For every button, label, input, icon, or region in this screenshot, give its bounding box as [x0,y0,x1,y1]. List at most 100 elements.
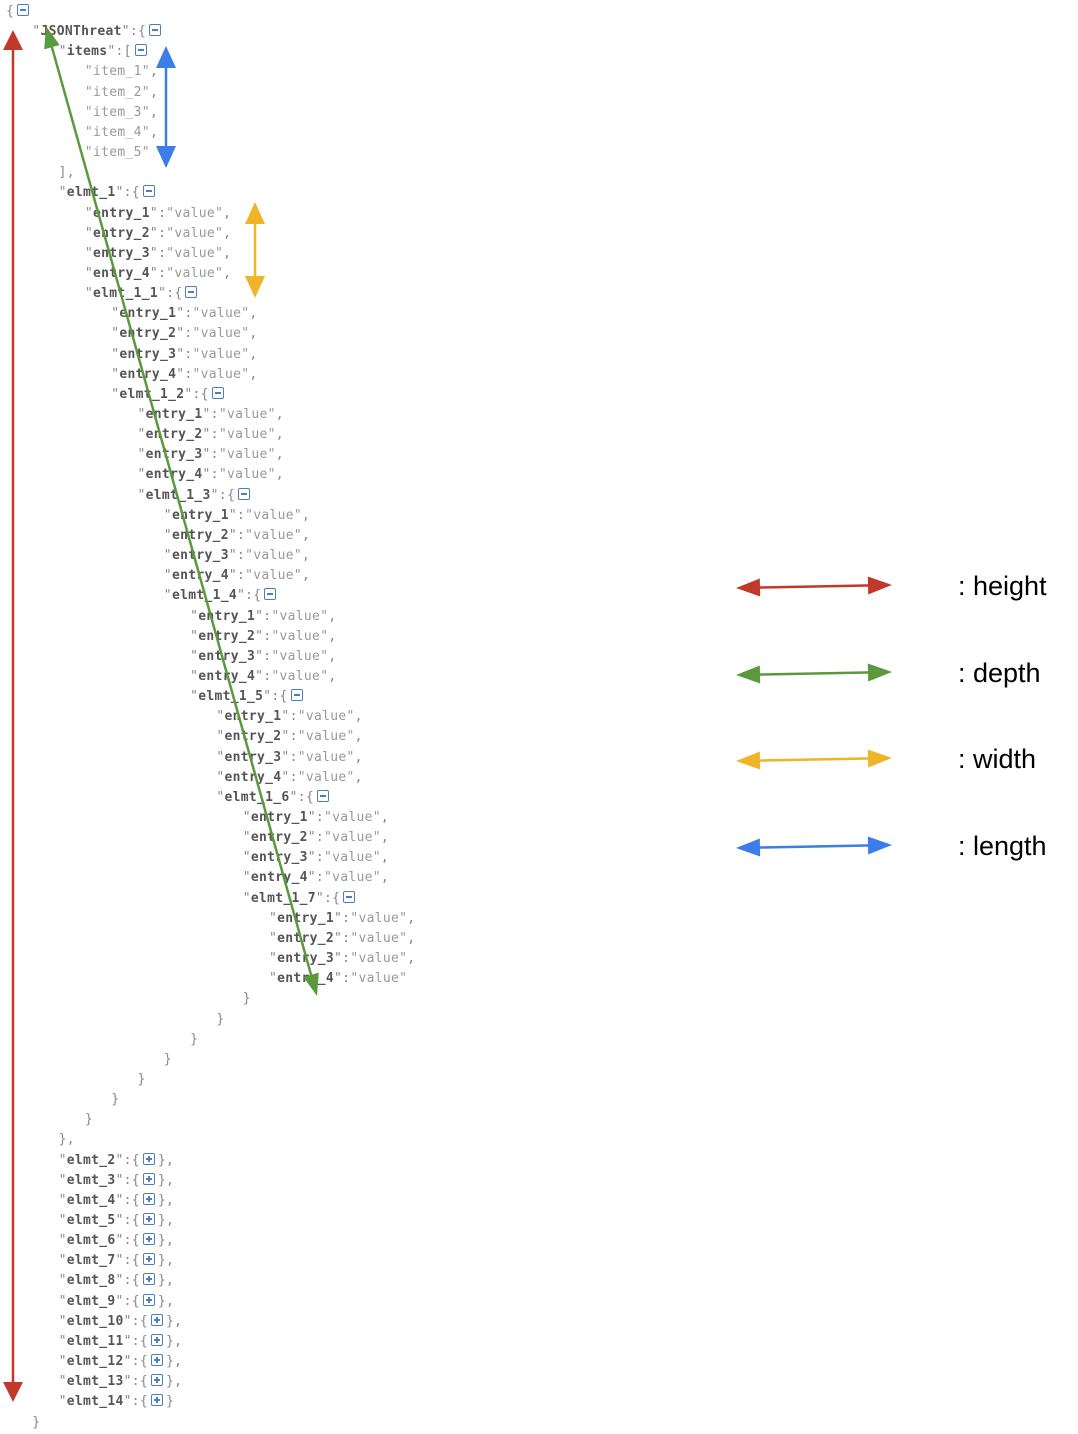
entry-value: value [174,225,215,241]
collapse-toggle-icon[interactable] [343,890,356,903]
json-key: entry_2 [93,225,150,241]
collapsed-element: "elmt_7":{}, [58,1253,175,1269]
collapsed-element: "elmt_11":{}, [58,1333,183,1349]
legend-label-depth: : depth [958,658,1041,688]
item-value: item_3 [93,104,142,120]
expand-toggle-icon[interactable] [151,1313,164,1326]
json-key: entry_3 [145,447,203,463]
collapsed-element: "elmt_12":{}, [58,1354,183,1370]
json-key: entry_4 [93,265,150,281]
collapse-toggle-icon[interactable] [264,588,277,601]
json-key: entry_2 [277,930,335,946]
expand-toggle-icon[interactable] [142,1273,155,1286]
expand-toggle-icon[interactable] [142,1293,155,1306]
json-key: elmt_1_2 [119,386,185,402]
entry-line: "entry_3":"value", [190,648,337,664]
entry-value: value [200,366,242,382]
entry-line: "entry_2":"value", [269,930,416,946]
nested-element-key: "elmt_1_5":{ [190,687,306,707]
json-key: JSONThreat [40,24,122,40]
collapse-toggle-icon[interactable] [134,44,147,57]
entry-value: value [174,205,215,221]
nested-element-key: "elmt_1_2":{ [111,385,227,405]
entry-line: "entry_2":"value", [84,225,232,241]
array-item: "item_2", [84,84,159,100]
expand-toggle-icon[interactable] [142,1152,155,1165]
legend-arrow-depth [736,663,892,684]
length-arrow [156,46,176,168]
entry-line: "entry_2":"value", [163,527,311,543]
entry-value: value [279,608,321,624]
entry-line: "entry_3":"value", [242,850,390,866]
item-value: item_4 [93,124,142,140]
entry-value: value [305,769,347,785]
json-key: elmt_4 [66,1192,116,1208]
json-key: entry_3 [119,346,177,362]
entry-line: "entry_1":"value", [137,407,284,422]
expand-toggle-icon[interactable] [151,1333,164,1346]
json-key: entry_2 [250,830,308,846]
collapse-toggle-icon[interactable] [149,24,162,37]
entry-value: value [200,306,242,322]
expand-toggle-icon[interactable] [142,1253,155,1266]
entry-value: value [226,427,268,443]
entry-line: "entry_1":"value", [84,205,232,221]
entry-value: value [253,507,294,523]
close-brace: } [111,1092,120,1108]
expand-toggle-icon[interactable] [142,1172,155,1185]
entry-value: value [200,346,242,362]
array-item: "item_5" [84,145,150,161]
expand-toggle-icon[interactable] [151,1354,164,1367]
nested-element-key: "elmt_1_1":{ [85,284,201,304]
item-value: item_2 [93,84,142,100]
entry-value: value [253,527,294,543]
entry-value: value [253,548,294,564]
legend-label-width: : width [958,744,1037,774]
collapse-toggle-icon[interactable] [316,789,329,802]
array-item: "item_3", [84,104,159,120]
entry-line: "entry_1":"value", [111,306,258,322]
expand-toggle-icon[interactable] [142,1192,155,1205]
entry-value: value [305,729,347,745]
entry-line: "entry_3":"value", [163,548,311,564]
entry-line: "entry_4":"value", [111,366,258,382]
entry-value: value [226,407,268,422]
collapsed-element: "elmt_10":{}, [58,1313,183,1329]
collapsed-element: "elmt_2":{}, [58,1152,175,1168]
json-key: elmt_1_7 [250,890,316,906]
expand-toggle-icon[interactable] [151,1394,164,1407]
collapsed-element: "elmt_4":{}, [58,1192,175,1208]
entry-line: "entry_4":"value", [216,769,363,785]
json-key: entry_1 [277,910,335,926]
collapse-toggle-icon[interactable] [290,689,303,702]
close-brace: }, [58,1132,75,1148]
json-root-close: } [32,1414,41,1430]
collapse-toggle-icon[interactable] [211,386,224,399]
items-array-key: "items":[ [59,42,150,62]
expand-toggle-icon[interactable] [151,1374,164,1387]
json-key: entry_1 [145,407,203,422]
json-key: elmt_5 [66,1213,116,1228]
item-value: item_5 [93,145,142,161]
collapsed-element: "elmt_8":{}, [58,1273,175,1289]
json-key: elmt_8 [66,1273,116,1289]
collapse-toggle-icon[interactable] [238,487,251,500]
expand-toggle-icon[interactable] [142,1213,155,1225]
entry-line: "entry_3":"value", [111,346,258,362]
depth-arrow [44,26,319,996]
entry-value: value [358,971,400,987]
collapse-toggle-icon[interactable] [142,185,155,198]
json-key: elmt_14 [66,1394,124,1410]
legend-arrow-height [736,576,892,597]
collapse-toggle-icon[interactable] [185,286,198,299]
collapsed-element: "elmt_13":{}, [58,1374,183,1390]
nested-element-key: "elmt_1_6":{ [216,788,332,808]
json-key: elmt_6 [66,1233,116,1249]
entry-value: value [226,447,268,463]
entry-value: value [358,930,400,946]
entry-line: "entry_2":"value", [242,830,390,846]
expand-toggle-icon[interactable] [142,1233,155,1246]
legend-label-length: : length [958,831,1047,861]
collapse-toggle-icon[interactable] [17,4,30,16]
